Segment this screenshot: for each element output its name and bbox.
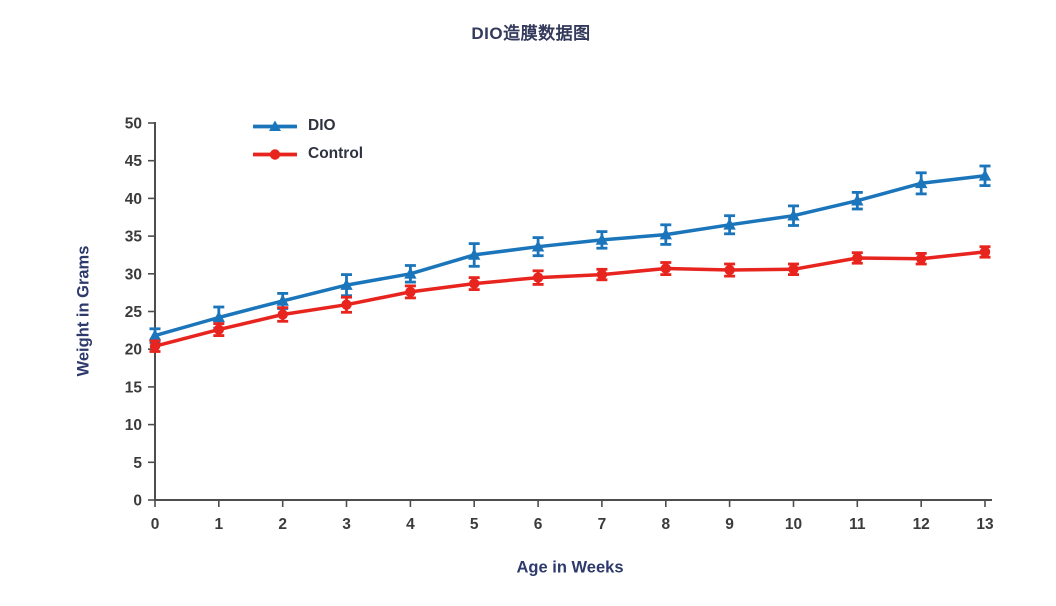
legend-marker-circle-icon	[253, 148, 297, 160]
data-point-marker	[531, 240, 545, 252]
data-point-marker	[149, 341, 161, 352]
x-tick-label: 4	[406, 516, 415, 533]
data-point-marker	[213, 324, 224, 335]
series-dio	[148, 164, 992, 344]
data-point-marker	[724, 264, 735, 276]
legend-label: Control	[308, 145, 364, 162]
legend-label: DIO	[308, 117, 336, 134]
y-axis-ticks: 0 5 10 15 20 25 30 35 40 45 50	[125, 116, 155, 510]
x-tick-label: 11	[849, 516, 866, 533]
y-tick-label: 20	[125, 342, 142, 359]
x-tick-label: 13	[976, 516, 994, 533]
legend-item-control: Control	[253, 144, 363, 164]
x-tick-label: 7	[598, 516, 607, 533]
y-tick-label: 5	[133, 455, 142, 472]
x-tick-label: 0	[151, 516, 160, 533]
x-tick-label: 8	[661, 516, 670, 533]
x-tick-label: 5	[470, 516, 479, 533]
data-point-marker	[787, 209, 800, 221]
series-line	[153, 174, 987, 338]
y-tick-label: 0	[133, 493, 142, 510]
data-point-marker	[659, 228, 672, 240]
data-point-marker	[341, 299, 352, 310]
x-tick-label: 10	[785, 516, 802, 533]
data-point-marker	[788, 264, 799, 275]
y-tick-label: 50	[125, 116, 142, 133]
data-point-marker	[852, 252, 863, 264]
x-tick-label: 1	[214, 516, 223, 533]
data-point-marker	[978, 169, 992, 181]
data-point-marker	[660, 263, 671, 274]
legend-marker-triangle-icon	[253, 120, 297, 131]
y-tick-label: 10	[125, 417, 142, 434]
x-axis-title: Age in Weeks	[516, 558, 624, 577]
data-point-marker	[212, 311, 225, 323]
data-point-marker	[596, 269, 608, 280]
chart-title: DIO造膜数据图	[471, 24, 591, 43]
y-tick-label: 30	[125, 266, 142, 283]
data-point-marker	[916, 253, 927, 264]
y-tick-label: 35	[125, 229, 143, 246]
data-point-marker	[532, 272, 544, 283]
data-point-marker	[404, 267, 417, 279]
x-tick-label: 6	[534, 516, 543, 533]
legend: DIO Control	[253, 116, 363, 164]
series-line	[153, 250, 987, 348]
data-point-marker	[723, 218, 736, 230]
data-point-marker	[148, 329, 162, 341]
y-tick-label: 40	[125, 191, 142, 208]
data-point-marker	[915, 176, 928, 189]
y-tick-label: 15	[125, 379, 143, 396]
data-point-marker	[277, 309, 288, 320]
data-point-marker	[469, 278, 480, 289]
x-tick-label: 3	[342, 516, 351, 533]
legend-item-dio: DIO	[253, 116, 363, 136]
x-tick-label: 9	[725, 516, 734, 533]
data-point-marker	[595, 233, 609, 245]
x-tick-label: 2	[278, 516, 287, 533]
series-control	[149, 245, 991, 353]
x-tick-label: 12	[913, 516, 930, 533]
data-point-marker	[340, 278, 353, 290]
data-point-marker	[468, 248, 481, 260]
data-point-marker	[979, 246, 991, 258]
y-tick-label: 45	[125, 153, 143, 170]
data-point-marker	[405, 286, 416, 298]
data-point-marker	[851, 194, 864, 206]
x-axis-ticks: 0 1 2 3 4 5 6 7 8 9 10 11 12 13	[151, 500, 994, 533]
data-point-marker	[276, 294, 289, 306]
y-tick-label: 25	[125, 304, 143, 321]
